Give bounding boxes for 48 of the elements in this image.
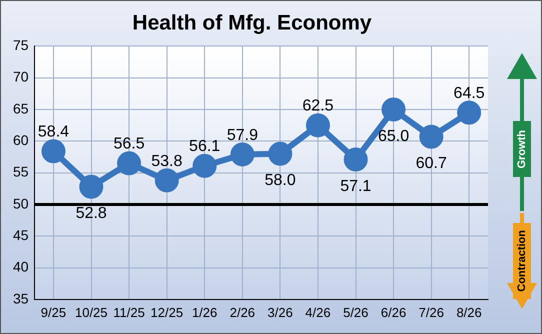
point: [382, 98, 406, 122]
point: [457, 100, 482, 125]
data-label: 58.4: [38, 124, 70, 141]
point: [41, 139, 66, 164]
y-tick-label: 50: [12, 195, 29, 212]
data-label: 56.5: [113, 136, 145, 153]
point: [344, 148, 368, 172]
x-tick-label: 10/25: [74, 304, 108, 320]
chart-title: Health of Mfg. Economy: [132, 11, 372, 34]
data-label: 60.7: [416, 155, 447, 172]
x-tick-label: 9/25: [40, 304, 66, 320]
y-tick-label: 60: [12, 132, 29, 148]
y-tick-label: 45: [12, 226, 29, 243]
x-tick-label: 1/26: [192, 304, 218, 320]
x-tick-label: 3/26: [268, 304, 293, 320]
data-label: 57.1: [340, 178, 372, 195]
point: [192, 154, 217, 178]
data-label: 62.5: [302, 98, 334, 115]
y-tick-label: 35: [12, 290, 29, 306]
point: [79, 174, 104, 199]
point: [419, 124, 444, 149]
point: [306, 113, 330, 138]
point: [154, 168, 179, 192]
x-tick-label: 12/25: [150, 304, 184, 320]
x-tick-label: 2/26: [230, 304, 256, 320]
x-tick-label: 5/26: [343, 304, 368, 320]
x-tick-label: 7/26: [418, 304, 444, 320]
x-tick-label: 11/25: [113, 304, 145, 320]
data-label: 56.1: [189, 138, 220, 156]
data-label: 57.9: [226, 126, 258, 144]
y-tick-label: 65: [12, 100, 29, 116]
data-label: 58.0: [264, 172, 296, 190]
y-tick-label: 70: [12, 68, 29, 85]
x-tick-label: 4/26: [305, 304, 331, 320]
point: [117, 151, 142, 176]
point: [230, 142, 254, 166]
x-tick-label: 6/26: [380, 304, 406, 320]
point: [268, 142, 292, 166]
text: Contraction: [516, 230, 528, 292]
y-tick-label: 55: [12, 164, 29, 180]
data-label: 65.0: [378, 128, 410, 145]
data-label: 64.5: [454, 85, 485, 102]
text: Growth: [516, 130, 528, 168]
data-label: 52.8: [76, 205, 107, 222]
x-tick-label: 8/26: [456, 304, 482, 320]
data-label: 53.8: [151, 152, 182, 170]
y-tick-label: 75: [12, 37, 29, 54]
y-tick-label: 40: [12, 258, 29, 275]
